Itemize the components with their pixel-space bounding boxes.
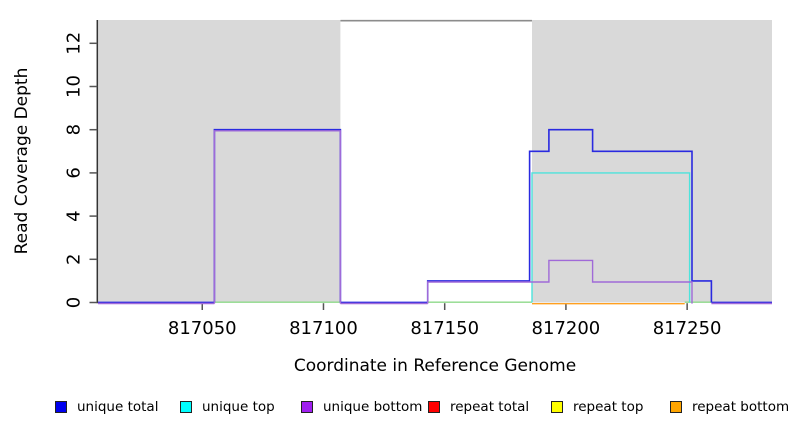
y-tick-label: 0 [64,297,85,308]
axes: 0 2 4 6 8 10 12 817050 817100 817150 817200 817250 [64,20,722,339]
legend-label: repeat total [450,399,530,415]
y-tick-label: 4 [64,210,85,221]
x-tick-label: 817050 [168,318,237,339]
legend-item: unique total [55,396,158,418]
legend-swatch-unique-bottom [301,401,313,413]
legend-item: repeat top [551,396,643,418]
y-tick-label: 8 [64,124,85,135]
legend-item: unique top [180,396,275,418]
plot-background [98,19,772,304]
x-tick-label: 817250 [653,318,722,339]
x-tick-label: 817100 [289,318,358,339]
legend-label: repeat bottom [692,399,790,415]
legend-label: unique total [77,399,159,415]
legend-item: unique bottom [301,396,422,418]
legend-swatch-unique-total [55,401,67,413]
legend-swatch-repeat-bottom [670,401,682,413]
legend-swatch-repeat-top [551,401,563,413]
legend-item: repeat total [428,396,529,418]
legend-swatch-repeat-total [428,401,440,413]
x-axis-title: Coordinate in Reference Genome [294,356,576,376]
legend-item: repeat bottom [670,396,789,418]
series-line-unique-top [531,172,691,303]
y-axis-title: Read Coverage Depth [12,68,32,255]
y-tick-label: 6 [64,167,85,178]
legend-label: repeat top [573,399,644,415]
gap-region [340,19,532,304]
legend-label: unique top [202,399,275,415]
shaded-region [98,20,341,303]
shaded-region [531,20,772,303]
series-line-unique-bottom [213,130,693,304]
legend: unique total unique top unique bottom repea… [0,396,792,420]
y-tick-label: 12 [64,32,85,55]
legend-swatch-unique-top [180,401,192,413]
legend-label: unique bottom [323,399,423,415]
y-tick-label: 2 [64,254,85,265]
coverage-lines [98,128,772,305]
x-tick-label: 817200 [532,318,601,339]
x-tick-label: 817150 [410,318,479,339]
y-tick-label: 10 [64,75,85,98]
